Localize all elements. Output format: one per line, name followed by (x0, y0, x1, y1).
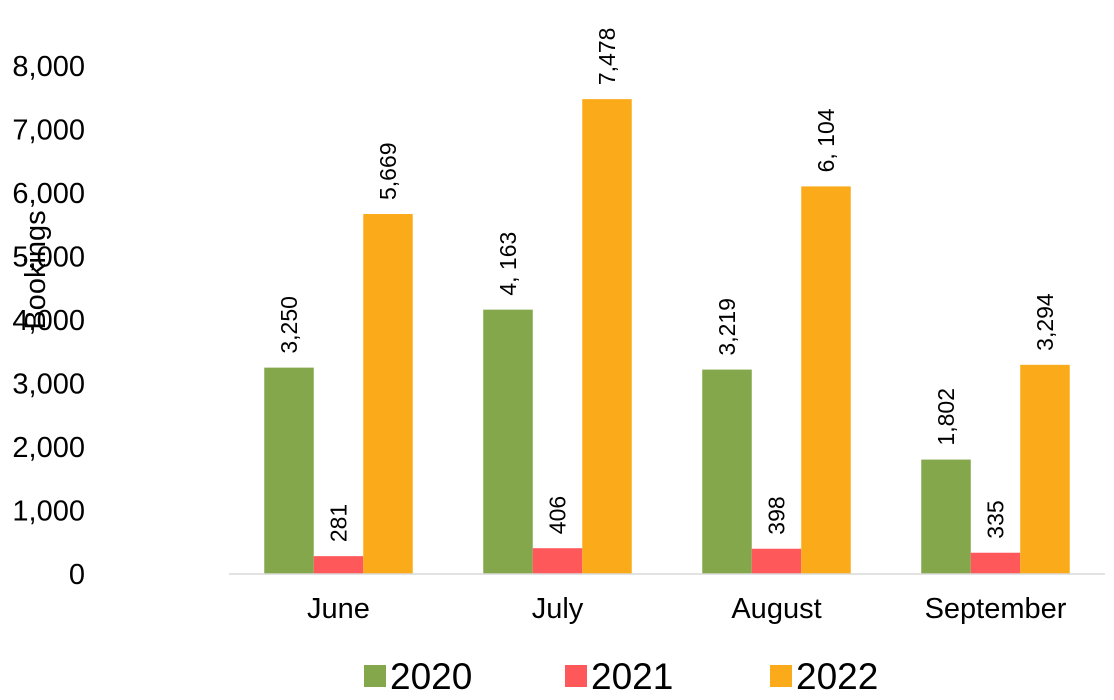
bar-2021-july (532, 548, 583, 574)
data-label: 6, 104 (813, 108, 839, 172)
bar-2022-july (582, 99, 632, 574)
data-label: 7,478 (594, 28, 620, 86)
bar-2020-september (921, 459, 971, 574)
bar-2022-june (363, 214, 413, 574)
data-label: 3,294 (1032, 293, 1058, 351)
x-tick-label: August (731, 593, 821, 625)
y-tick-label: 3,000 (12, 369, 85, 401)
y-tick-label: 1,000 (12, 496, 85, 528)
bar-2022-august (801, 186, 851, 574)
legend-label: 2021 (591, 656, 673, 695)
bar-2021-september (970, 552, 1021, 574)
data-label: 3,219 (714, 298, 740, 356)
bar-2021-august (751, 548, 802, 574)
y-tick-label: 7,000 (12, 115, 85, 147)
data-label: 406 (545, 496, 571, 534)
data-label: 3,250 (276, 296, 302, 354)
data-label: 335 (983, 500, 1009, 538)
plot-area: 3,250 281 5,669 4, 163 406 7,478 3,219 398 6, 10… (264, 28, 1070, 574)
y-tick-label: 4,000 (12, 305, 85, 337)
y-tick-label: 5,000 (12, 242, 85, 274)
bar-2020-august (702, 369, 752, 574)
legend: 2020 2021 2022 (364, 656, 878, 697)
legend-swatch-2020 (364, 665, 386, 687)
y-tick-label: 6,000 (12, 178, 85, 210)
y-axis: 0 1,000 2,000 3,000 4,000 5,000 6,000 7,000 8,00… (12, 51, 85, 591)
data-label: 281 (326, 504, 352, 542)
x-tick-label: September (925, 593, 1067, 625)
data-label: 1,802 (933, 388, 959, 446)
data-label: 398 (764, 496, 790, 534)
y-axis-title: Bookings (20, 210, 52, 329)
legend-label: 2022 (796, 656, 878, 695)
x-tick-label: June (307, 593, 370, 625)
bar-2022-september (1020, 364, 1070, 574)
data-label: 4, 163 (495, 232, 521, 296)
y-tick-label: 8,000 (12, 51, 85, 83)
y-tick-label: 0 (69, 559, 85, 591)
legend-label: 2020 (390, 656, 472, 695)
data-label: 5,669 (375, 142, 401, 200)
x-axis: June July August September (307, 593, 1067, 625)
bar-2020-july (483, 309, 533, 574)
bar-2021-june (313, 556, 364, 574)
legend-swatch-2022 (770, 665, 792, 687)
bar-2020-june (264, 367, 314, 574)
y-tick-label: 2,000 (12, 432, 85, 464)
legend-swatch-2021 (565, 665, 587, 687)
x-tick-label: July (532, 593, 584, 625)
